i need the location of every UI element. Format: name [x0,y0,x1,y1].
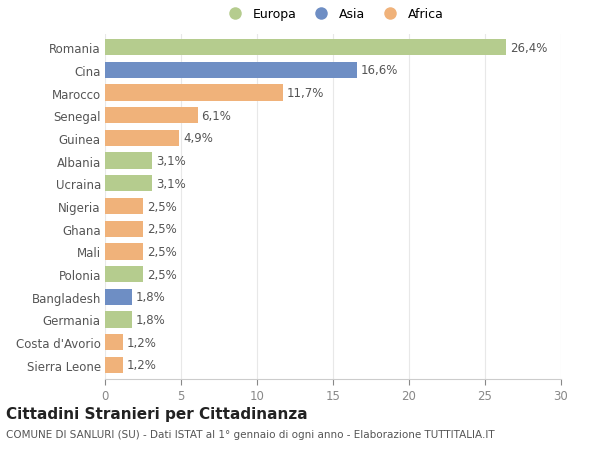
Bar [105,312,133,328]
Bar [105,244,143,260]
Bar [105,289,133,305]
Text: Cittadini Stranieri per Cittadinanza: Cittadini Stranieri per Cittadinanza [6,406,308,421]
Text: 26,4%: 26,4% [510,41,547,55]
Text: 2,5%: 2,5% [147,246,176,258]
Bar [105,40,506,56]
Text: 3,1%: 3,1% [156,178,185,190]
Bar [105,357,123,373]
Text: 1,2%: 1,2% [127,358,157,372]
Bar [105,130,179,147]
Bar [105,62,358,79]
Bar [105,334,123,351]
Text: 1,8%: 1,8% [136,313,166,326]
Text: 2,5%: 2,5% [147,200,176,213]
Text: 2,5%: 2,5% [147,268,176,281]
Text: 11,7%: 11,7% [287,87,324,100]
Bar [105,221,143,237]
Text: COMUNE DI SANLURI (SU) - Dati ISTAT al 1° gennaio di ogni anno - Elaborazione TU: COMUNE DI SANLURI (SU) - Dati ISTAT al 1… [6,429,494,439]
Legend: Europa, Asia, Africa: Europa, Asia, Africa [223,8,443,21]
Bar [105,85,283,101]
Bar [105,153,152,169]
Text: 2,5%: 2,5% [147,223,176,235]
Text: 4,9%: 4,9% [183,132,213,145]
Bar [105,198,143,215]
Bar [105,108,198,124]
Text: 1,2%: 1,2% [127,336,157,349]
Text: 3,1%: 3,1% [156,155,185,168]
Text: 6,1%: 6,1% [202,110,232,123]
Bar [105,176,152,192]
Text: 16,6%: 16,6% [361,64,398,77]
Text: 1,8%: 1,8% [136,291,166,303]
Bar [105,266,143,283]
